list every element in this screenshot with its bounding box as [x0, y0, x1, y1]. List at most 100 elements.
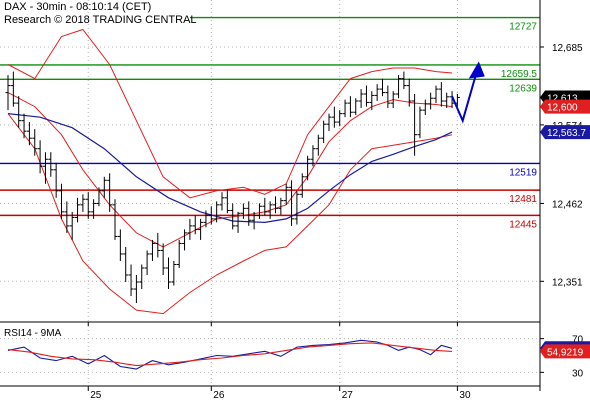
candle	[112, 199, 118, 240]
candle	[390, 91, 396, 109]
level-label: 12659.5	[501, 69, 538, 80]
y-tick-label: 12,685	[552, 43, 583, 54]
candle	[101, 176, 107, 198]
candle	[182, 229, 188, 251]
moving-average-line	[7, 113, 453, 224]
level-label: 12727	[509, 22, 537, 33]
candle	[187, 218, 193, 240]
candle	[283, 183, 289, 205]
rsi-line-rsi	[7, 339, 453, 370]
candle	[37, 140, 43, 174]
candle	[48, 152, 54, 177]
candle	[385, 85, 391, 109]
candle	[305, 155, 311, 181]
rsi-lines	[7, 339, 453, 370]
candle	[176, 239, 182, 268]
candle	[310, 145, 316, 167]
candle	[160, 243, 166, 275]
candle	[417, 106, 423, 139]
candle	[149, 239, 155, 261]
candle	[203, 210, 209, 228]
candle	[26, 122, 32, 146]
candle	[219, 192, 225, 211]
candle	[294, 190, 300, 225]
candle	[230, 203, 236, 230]
candle	[326, 113, 332, 132]
candle	[192, 215, 198, 235]
candles	[5, 71, 460, 304]
candle	[91, 199, 97, 219]
candle	[412, 94, 418, 156]
chart-title: DAX - 30min - 08:10:14 (CET)	[4, 1, 152, 13]
value-box-label: 12,563.7	[547, 128, 586, 139]
axes	[0, 0, 544, 391]
candle	[428, 92, 434, 110]
candle	[75, 197, 81, 223]
x-tick-label: 27	[342, 390, 354, 400]
candle	[256, 203, 262, 219]
candle	[166, 257, 171, 290]
candle	[107, 173, 113, 212]
x-tick-label: 30	[459, 390, 471, 400]
candle	[353, 98, 359, 116]
bollinger-upper	[7, 28, 453, 199]
rsi-grid	[0, 326, 540, 385]
rsi-tick-label: 30	[572, 368, 584, 379]
candle	[139, 264, 145, 290]
candle	[396, 75, 402, 99]
level-label: 12639	[509, 83, 537, 94]
y-tick-label: 12,351	[552, 277, 583, 288]
candle	[401, 71, 407, 90]
candle	[224, 189, 230, 214]
price-grid	[0, 0, 540, 322]
candle	[144, 250, 150, 275]
value-box-bg	[540, 344, 590, 359]
candle	[358, 89, 364, 109]
value-box-rsi_signal: 54,9219	[540, 344, 590, 359]
candle	[251, 211, 257, 230]
arrow-head	[468, 61, 485, 79]
y-tick-label: 12,462	[552, 199, 583, 210]
axis-labels: 2526273012,35112,46212,57412,6853070RSI1…	[4, 43, 590, 400]
candle	[59, 183, 64, 219]
candle	[117, 229, 123, 261]
level-label: 12445	[509, 219, 537, 230]
candle	[342, 99, 348, 118]
chart-subtitle: Research © 2018 TRADING CENTRAL	[4, 14, 197, 26]
value-box-label: 54,9219	[547, 347, 584, 358]
candle	[406, 78, 412, 107]
candle	[69, 211, 75, 240]
bollinger-lower	[7, 113, 453, 315]
candle	[331, 106, 337, 128]
level-label: 12519	[509, 167, 537, 178]
candle	[240, 203, 246, 219]
candle	[64, 201, 70, 233]
candle	[32, 129, 38, 156]
candle	[96, 187, 102, 207]
candle	[369, 91, 375, 111]
rsi-line-rsi_signal	[7, 342, 453, 367]
candle	[380, 78, 385, 97]
candle	[21, 113, 27, 139]
candle	[315, 134, 321, 156]
candle	[433, 85, 439, 104]
candle	[278, 197, 284, 215]
candle	[363, 85, 369, 107]
candle	[16, 96, 22, 128]
candle	[155, 232, 161, 258]
candle	[422, 99, 428, 116]
x-tick-label: 26	[213, 390, 225, 400]
candle	[374, 84, 380, 102]
value-box-label: 12,613	[547, 94, 578, 105]
candle	[438, 82, 444, 107]
projection-path	[451, 64, 480, 124]
candle	[267, 201, 273, 219]
candle	[171, 260, 177, 286]
value-box-moving_average: 12,563.7	[540, 125, 590, 140]
candle	[123, 246, 129, 283]
candle	[289, 180, 295, 226]
rsi-tick-label: 70	[572, 335, 584, 346]
moving-average	[7, 113, 453, 224]
candle	[347, 96, 353, 118]
